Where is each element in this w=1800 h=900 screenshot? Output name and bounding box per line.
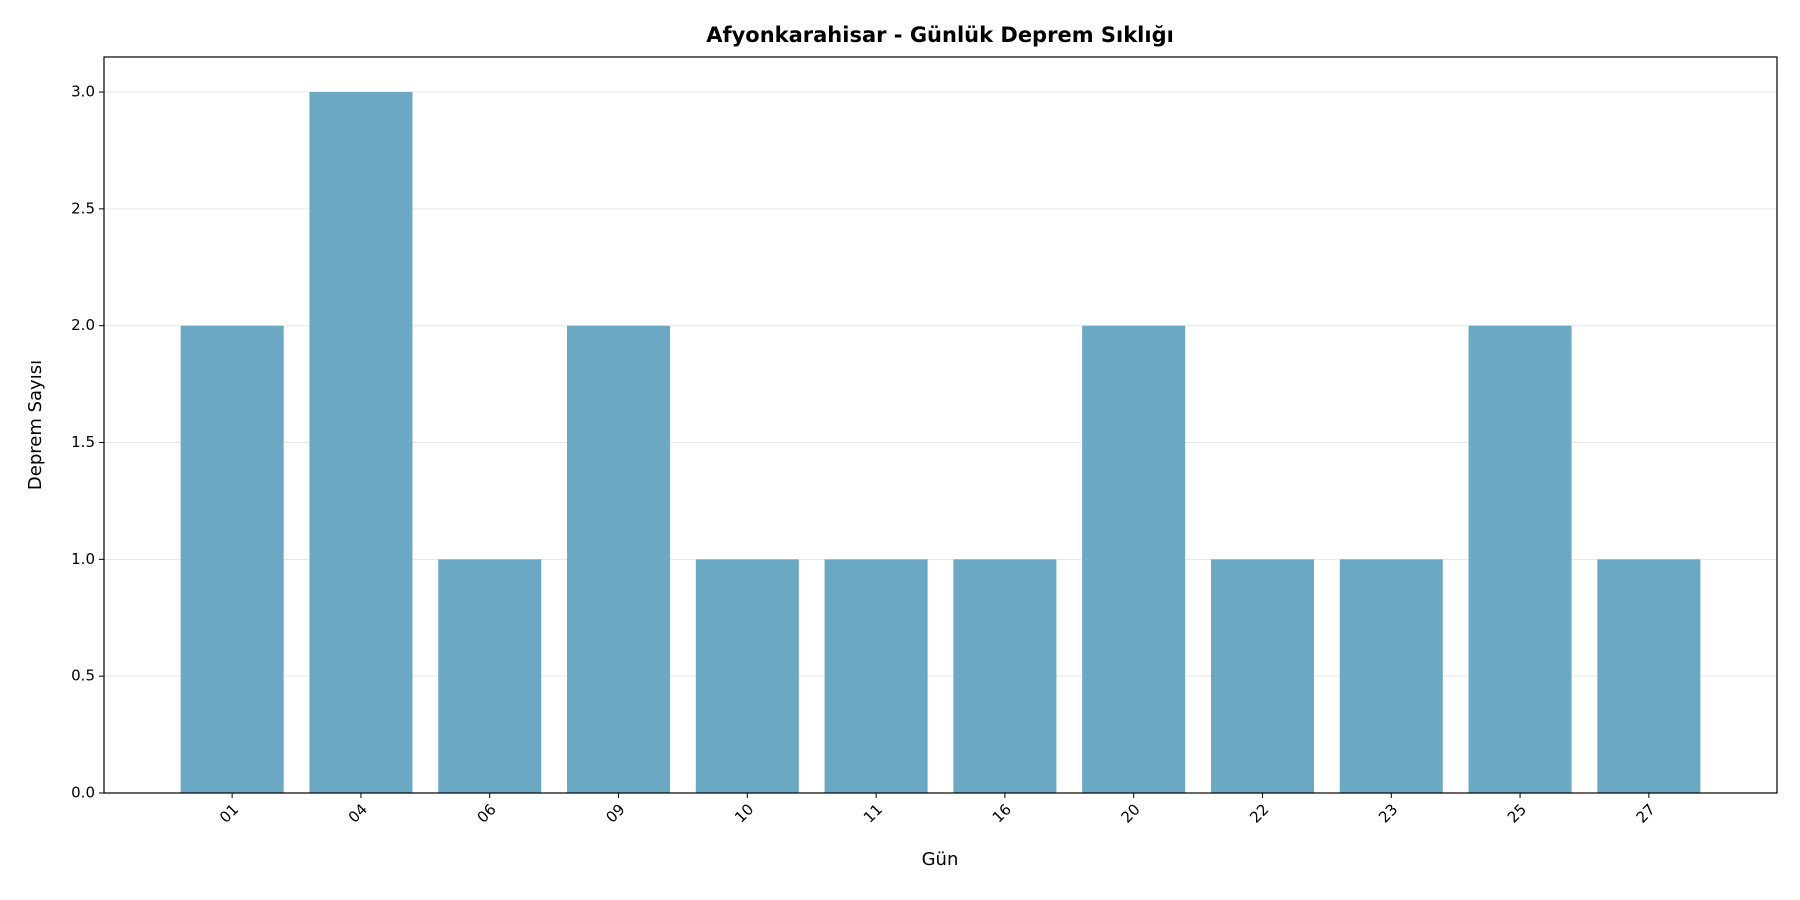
bar [1210, 559, 1314, 793]
y-tick-label: 1.5 [71, 433, 95, 451]
bar [1339, 559, 1443, 793]
bar [1468, 325, 1572, 793]
y-axis-label: Deprem Sayısı [25, 360, 46, 490]
y-tick-label: 3.0 [71, 83, 95, 101]
plot-frame [103, 56, 1778, 794]
y-tick-label: 2.0 [71, 316, 95, 334]
bar [1597, 559, 1701, 793]
bar [1082, 325, 1186, 793]
bar [180, 325, 284, 793]
bar [695, 559, 799, 793]
y-tick-label: 0.5 [71, 667, 95, 685]
bar [953, 559, 1057, 793]
chart-title: Afyonkarahisar - Günlük Deprem Sıklığı [706, 23, 1174, 47]
bar [438, 559, 542, 793]
bar [567, 325, 671, 793]
y-tick-label: 1.0 [71, 550, 95, 568]
x-axis-label: Gün [922, 849, 959, 870]
bar [824, 559, 928, 793]
y-tick-label: 2.5 [71, 199, 95, 217]
bar [309, 92, 413, 794]
y-tick-label: 0.0 [71, 784, 95, 802]
